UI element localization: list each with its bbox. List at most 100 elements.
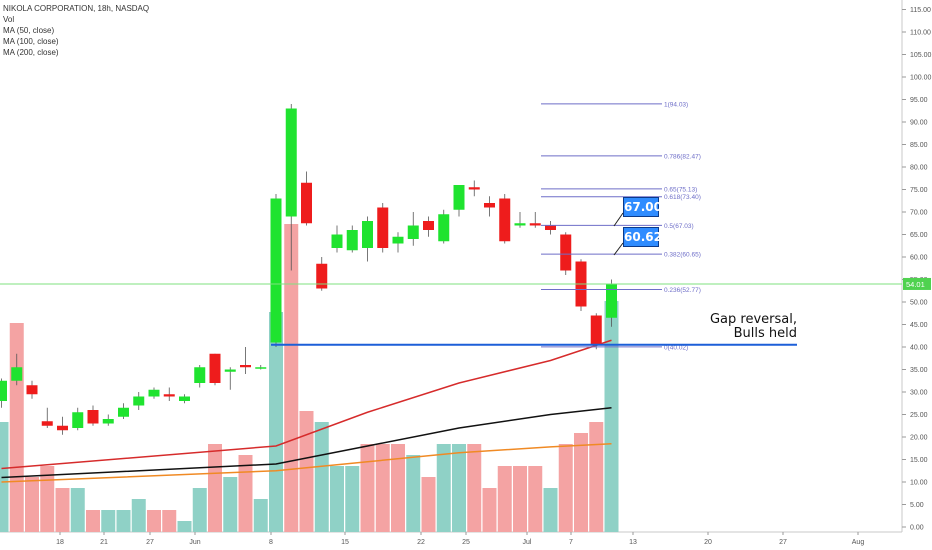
volume-bar	[467, 444, 482, 532]
volume-bar	[70, 488, 85, 532]
candle-body	[468, 187, 480, 190]
y-tick-label: 35.00	[910, 367, 928, 374]
volume-bar	[558, 444, 573, 532]
candle-body	[484, 203, 495, 208]
y-tick-label: 110.00	[910, 30, 931, 37]
candle-body	[148, 389, 160, 397]
ma50-line	[1, 339, 612, 470]
volume-bar	[192, 488, 207, 532]
volume-bar	[25, 477, 39, 532]
candle-body	[240, 365, 251, 368]
candle-body	[209, 353, 221, 383]
candle-body	[362, 221, 373, 248]
y-tick-label: 60.00	[910, 255, 928, 262]
x-tick-label: 8	[269, 539, 273, 546]
candle-body	[285, 108, 297, 217]
x-tick-label: 27	[146, 539, 154, 546]
y-tick-label: 95.00	[910, 97, 928, 104]
fib-level-label: 1(94.03)	[664, 101, 688, 108]
volume-bar	[497, 466, 512, 532]
volume-bar	[375, 444, 390, 532]
y-tick-label: 105.00	[910, 52, 932, 59]
candle-body	[545, 225, 556, 230]
legend-vol: Vol	[3, 15, 15, 24]
fib-level-label: 0.382(60.65)	[664, 252, 701, 259]
volume-bar	[208, 444, 222, 532]
volume-bar	[513, 466, 527, 532]
x-tick-label: 25	[462, 539, 470, 546]
y-tick-label: 30.00	[910, 390, 928, 397]
legend-ma50: MA (50, close)	[3, 26, 55, 35]
y-tick-label: 5.00	[910, 502, 924, 509]
volume-bar	[40, 466, 55, 532]
volume-bar	[604, 301, 619, 532]
candle-body	[194, 367, 206, 383]
y-tick-label: 45.00	[910, 322, 928, 329]
candle-body	[11, 367, 23, 381]
fib-level-label: 0.65(75.13)	[664, 186, 697, 193]
candle-body	[590, 315, 602, 345]
volume-bar	[131, 499, 146, 532]
volume-bar	[421, 477, 436, 532]
y-tick-label: 80.00	[910, 165, 928, 172]
fib-level-label: 0.5(67.03)	[664, 223, 694, 230]
volume-bar	[314, 422, 329, 532]
volume-bar	[223, 477, 238, 532]
y-tick-label: 75.00	[910, 187, 928, 194]
volume-bar	[406, 455, 421, 532]
candle-body	[57, 425, 68, 431]
volume-bar	[177, 521, 192, 532]
y-tick-label: 40.00	[910, 345, 928, 352]
candle-body	[270, 198, 282, 343]
last-price-tag	[903, 277, 931, 290]
x-tick-label: 27	[779, 539, 787, 546]
y-tick-label: 90.00	[910, 120, 928, 127]
candle-body	[72, 412, 84, 428]
y-tick-label: 50.00	[910, 300, 928, 307]
x-tick-label: 18	[56, 539, 64, 546]
candle-body	[26, 385, 38, 395]
x-tick-label: Aug	[852, 539, 865, 546]
volume-bar	[589, 422, 604, 532]
volume-bar	[284, 224, 299, 532]
volume-bar	[345, 466, 360, 532]
candle-body	[224, 369, 236, 372]
y-tick-label: 25.00	[910, 412, 928, 419]
candle-body	[606, 284, 617, 318]
y-tick-label: 65.00	[910, 232, 928, 239]
chart-legend: NIKOLA CORPORATION, 18h, NASDAQ Vol MA (…	[3, 3, 149, 58]
x-tick-label: 7	[569, 539, 573, 546]
candle-body	[423, 221, 434, 230]
x-tick-label: 13	[629, 539, 637, 546]
x-tick-label: 15	[341, 539, 349, 546]
candle-body	[377, 207, 389, 248]
volume-bar	[360, 444, 375, 532]
volume-bar	[55, 488, 70, 532]
y-tick-label: 15.00	[910, 457, 928, 464]
candle-body	[331, 234, 343, 248]
candle-body	[0, 380, 7, 401]
volume-bar	[269, 312, 283, 532]
fib-level-label: 0.618(73.40)	[664, 194, 701, 201]
volume-bar	[101, 510, 116, 532]
candle-body	[255, 367, 267, 369]
volume-bar	[253, 499, 268, 532]
candle-body	[87, 410, 99, 424]
candle-body	[133, 396, 145, 406]
candle-body	[179, 396, 190, 401]
callout-lower-pointer	[613, 242, 624, 256]
candle-body	[392, 236, 404, 244]
volume-bar	[299, 411, 314, 532]
volume-bar	[528, 466, 543, 532]
candle-body	[438, 214, 450, 242]
candle-body	[499, 198, 511, 242]
candle-body	[41, 421, 53, 426]
candle-body	[529, 223, 541, 226]
volume-bar	[86, 510, 100, 532]
x-tick-label: 21	[100, 539, 108, 546]
candle-body	[102, 419, 114, 424]
y-tick-label: 100.00	[910, 75, 932, 82]
volume-bar	[436, 444, 451, 532]
candle-body	[560, 234, 572, 271]
